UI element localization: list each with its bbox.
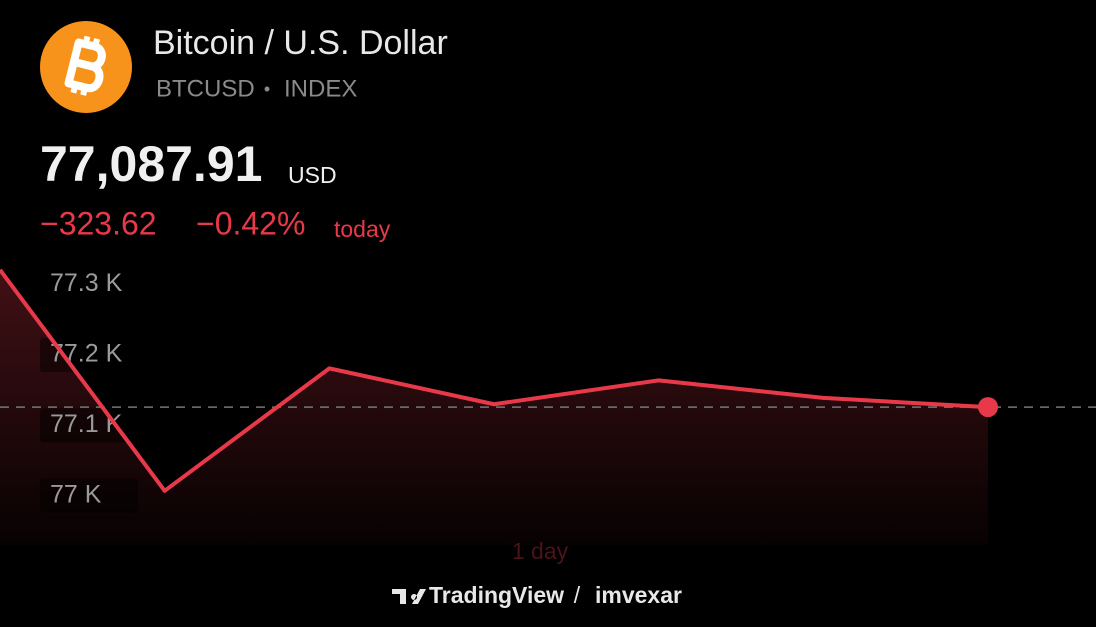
logo-glyph xyxy=(64,35,106,96)
y-tick-label-bg xyxy=(40,408,138,443)
period: today xyxy=(334,216,391,242)
logo-b xyxy=(64,38,106,92)
currency: USD xyxy=(288,162,337,188)
y-tick-label-bg xyxy=(40,478,138,513)
price: 77,087.91 xyxy=(40,136,262,192)
logo-bars xyxy=(70,35,101,96)
footer-separator: / xyxy=(574,582,581,608)
exchange: INDEX xyxy=(284,75,357,102)
tv-icon xyxy=(392,589,426,604)
bitcoin-logo xyxy=(40,21,132,113)
brand: TradingView xyxy=(429,582,564,608)
y-tick-label: 77.3 K xyxy=(50,269,123,297)
plot: 77.3 K77.2 K77.1 K77 K xyxy=(0,267,1096,545)
last-point xyxy=(978,397,998,418)
y-tick-label: 77.1 K xyxy=(50,410,123,438)
y-tick-label-bg xyxy=(40,267,138,302)
symbol: BTCUSD xyxy=(156,75,255,102)
y-tick-label: 77 K xyxy=(50,480,102,508)
change-percent: −0.42% xyxy=(196,205,305,241)
title: Bitcoin / U.S. Dollar xyxy=(153,24,448,62)
price-line xyxy=(0,268,989,493)
separator: • xyxy=(264,79,270,99)
tv-logo xyxy=(392,589,426,604)
user: imvexar xyxy=(595,582,682,608)
change: −323.62 xyxy=(40,205,157,241)
area xyxy=(0,269,988,545)
y-tick-label-bg xyxy=(40,338,138,372)
range-label[interactable]: 1 day xyxy=(512,538,569,564)
